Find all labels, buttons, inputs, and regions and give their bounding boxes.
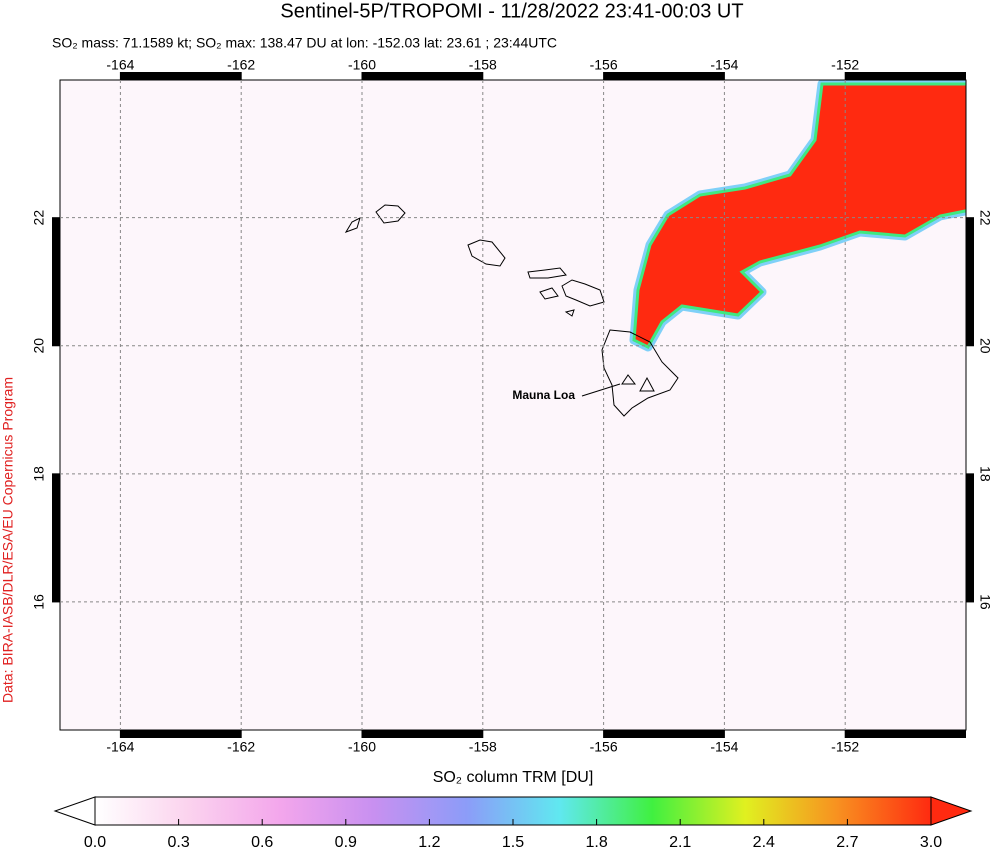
frame-bar — [603, 730, 725, 738]
y-tick-label: 18 — [31, 466, 47, 482]
frame-bar — [120, 72, 242, 80]
x-tick-label: -156 — [590, 739, 618, 755]
frame-bar — [845, 72, 966, 80]
frame-bar — [966, 217, 974, 346]
colorbar-tick-label: 1.8 — [585, 834, 607, 851]
y-tick-label: 20 — [31, 338, 47, 354]
frame-bar — [362, 72, 483, 80]
x-tick-label: -158 — [469, 57, 497, 73]
frame-bar — [845, 730, 966, 738]
x-tick-label: -164 — [106, 739, 134, 755]
title: Sentinel-5P/TROPOMI - 11/28/2022 23:41-0… — [280, 0, 743, 22]
x-tick-label: -154 — [710, 57, 738, 73]
colorbar-label: SO₂ column TRM [DU] — [433, 769, 594, 786]
frame-bar — [362, 730, 483, 738]
y-tick-label: 18 — [977, 466, 991, 482]
so2-plume-edge — [632, 82, 966, 349]
hawaii-island — [601, 329, 679, 417]
y-tick-label: 20 — [977, 338, 991, 354]
colorbar-high-end — [930, 796, 973, 826]
colorbar-tick-label: 3.0 — [920, 834, 942, 851]
x-tick-label: -158 — [469, 739, 497, 755]
lanai — [539, 287, 559, 300]
colorbar-low-end — [53, 796, 96, 826]
x-tick-label: -152 — [831, 57, 859, 73]
frame-bar — [966, 473, 974, 602]
colorbar-tick-label: 2.1 — [669, 834, 691, 851]
kauai — [375, 204, 406, 224]
x-tick-label: -152 — [831, 739, 859, 755]
kahoolawe — [564, 309, 575, 317]
frame-bar — [52, 217, 60, 346]
x-tick-label: -160 — [348, 57, 376, 73]
credit: Data: BIRA-IASB/DLR/ESA/EU Copernicus Pr… — [0, 377, 16, 703]
frame-bar — [52, 473, 60, 602]
x-tick-label: -162 — [227, 739, 255, 755]
colorbar-tick-label: 0.3 — [167, 834, 189, 851]
colorbar-tick-label: 1.5 — [502, 834, 524, 851]
x-tick-label: -164 — [106, 57, 134, 73]
volcano-marker — [639, 376, 655, 392]
y-tick-label: 22 — [31, 210, 47, 226]
oahu — [467, 239, 506, 267]
subtitle: SO₂ mass: 71.1589 kt; SO₂ max: 138.47 DU… — [52, 35, 557, 51]
frame-bar — [603, 72, 725, 80]
colorbar-tick-label: 1.2 — [418, 834, 440, 851]
volcano-marker — [621, 374, 637, 385]
so2-field — [629, 80, 966, 352]
map-frame — [59, 79, 967, 731]
colorbar-tick-label: 2.4 — [753, 834, 775, 851]
frame-bar — [120, 730, 242, 738]
y-tick-label: 22 — [977, 210, 991, 226]
y-tick-label: 16 — [31, 594, 47, 610]
x-tick-label: -162 — [227, 57, 255, 73]
colorbar-tick-label: 0.9 — [335, 834, 357, 851]
x-tick-label: -160 — [348, 739, 376, 755]
x-tick-label: -154 — [710, 739, 738, 755]
molokai — [527, 267, 567, 279]
annotation: Mauna Loa — [512, 388, 575, 402]
colorbar-tick-label: 0.6 — [251, 834, 273, 851]
x-tick-label: -156 — [590, 57, 618, 73]
colorbar-tick-label: 0.0 — [84, 834, 106, 851]
y-tick-label: 16 — [977, 594, 991, 610]
colorbar-tick-label: 2.7 — [836, 834, 858, 851]
annotation-arrow — [581, 383, 621, 397]
